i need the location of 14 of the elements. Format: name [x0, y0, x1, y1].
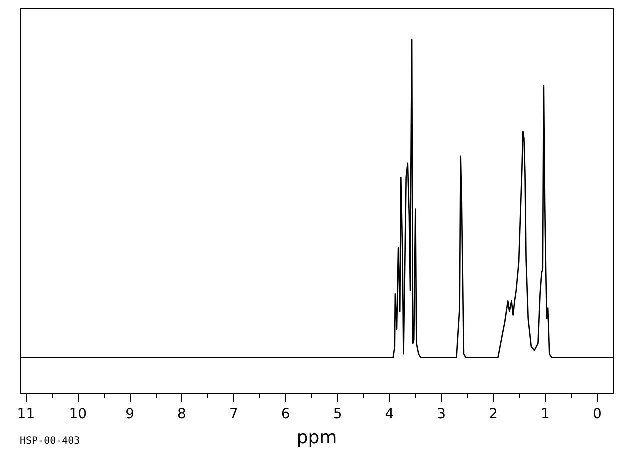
x-tick-label: 2	[489, 406, 498, 422]
x-tick-label: 3	[437, 406, 446, 422]
x-tick-label: 9	[126, 406, 135, 422]
x-tick-label: 6	[281, 406, 290, 422]
text: HSP-00-403	[20, 436, 80, 447]
x-tick-label: 0	[592, 406, 602, 422]
x-tick-label: 11	[17, 406, 36, 422]
x-tick-label: 1	[541, 406, 550, 422]
x-tick-label: 10	[69, 406, 88, 422]
x-tick-label: 4	[385, 406, 394, 422]
x-tick-label: 8	[178, 406, 186, 422]
x-tick-label: 5	[333, 406, 342, 422]
x-axis-title: ppm	[296, 428, 338, 448]
x-tick-label: 7	[229, 406, 238, 422]
